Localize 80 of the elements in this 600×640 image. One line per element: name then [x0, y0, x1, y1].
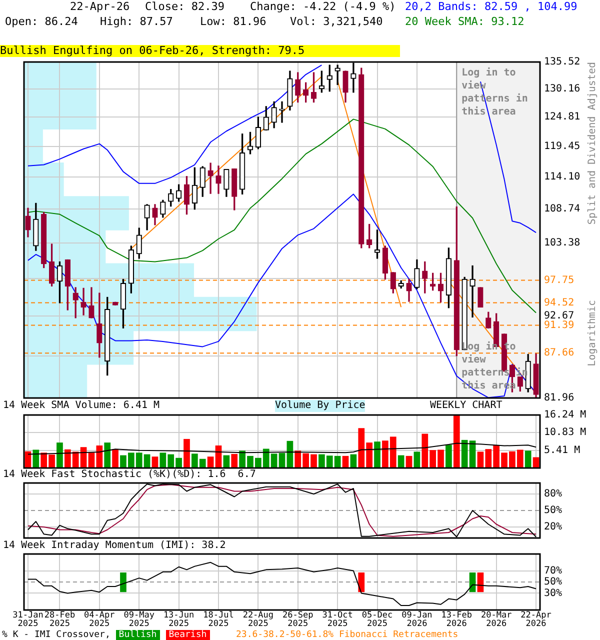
bar: [231, 454, 238, 468]
text: WEEKLY CHART: [430, 400, 502, 412]
y-tick-label: 130.16: [544, 84, 580, 95]
ref-line-label: 91.39: [544, 320, 574, 331]
chart-title: 14 Week Fast Stochastic (%K)(%D): 1.6 6.7: [3, 469, 256, 481]
ref-line-label: 94.52: [544, 297, 574, 308]
bar: [414, 452, 420, 468]
y-axis-title: Split and Dividend Adjusted: [587, 62, 599, 225]
bar: [374, 442, 380, 468]
text: 23.6-38.2-50-61.8% Fibonacci Retracements: [236, 629, 458, 640]
y-tick-label: 70%: [544, 565, 562, 576]
bar: [152, 456, 158, 468]
x-tick-label: 22-Aug 2025: [242, 610, 274, 629]
text: 20 Week SMA: 93.12: [405, 15, 524, 28]
candlestick: [80, 288, 86, 316]
bar: [350, 454, 357, 468]
x-tick-label: 05-Dec 2025: [362, 610, 393, 629]
y-tick-label: 30%: [544, 588, 562, 599]
y-tick-label: 119.45: [544, 140, 580, 152]
bar: [32, 450, 40, 468]
chart-title: 14 Week SMA Volume: 6.41 M: [3, 400, 160, 412]
x-tick-label: 28-Feb 2025: [44, 610, 76, 629]
chart-title: 14 Week Intraday Momentum (IMI): 38.2: [3, 540, 226, 552]
y-tick-label: 135.52: [544, 56, 580, 68]
bar: [278, 452, 286, 468]
x-tick-label: 13-Feb 2026: [441, 610, 472, 629]
bar: [453, 415, 460, 468]
candlestick: [208, 162, 214, 194]
y-tick-label: 5.41 M: [544, 444, 580, 456]
bar: [524, 450, 532, 468]
x-tick-label: 18-Jul 2025: [203, 610, 234, 629]
x-tick-label: 09-Jan 2026: [402, 610, 432, 629]
text: Bullish Engulfing on 06-Feb-26, Strength: 79.5: [0, 44, 400, 57]
text: Bullish: [116, 630, 160, 640]
x-tick-label: 09-May 2025: [124, 610, 154, 629]
ref-line-label: 87.66: [544, 348, 574, 359]
bar: [207, 456, 214, 468]
bar: [398, 455, 404, 468]
candlestick: [334, 64, 340, 85]
x-tick-label: 13-Jun 2025: [163, 610, 194, 629]
text: Open: 86.24: [5, 15, 78, 28]
text: Vol: 3,321,540: [290, 15, 383, 28]
text: 20,2 Bands: 82.59 , 104.99: [405, 0, 578, 13]
bar: [112, 449, 118, 468]
x-tick-label: 22-Apr 2026: [520, 610, 552, 629]
x-tick-label: 04-Apr 2025: [84, 610, 115, 629]
text: High: 87.57: [100, 15, 173, 28]
y-tick-label: 124.81: [544, 112, 580, 123]
y-tick-label: 108.74: [544, 204, 580, 215]
bar: [532, 457, 540, 468]
bar: [342, 456, 349, 468]
ref-line-label: 97.75: [544, 274, 574, 286]
y-tick-label: 80%: [544, 488, 562, 500]
y-tick-label: 16.24 M: [544, 410, 586, 421]
y-tick-label: 50%: [544, 505, 562, 516]
text: Change: -4.22 (-4.9 %): [250, 0, 396, 13]
y-tick-label: 92.67: [544, 310, 574, 322]
y-tick-label: 50%: [544, 576, 562, 588]
y-tick-label: 10.83 M: [544, 427, 586, 438]
y-tick-label: 81.96: [544, 392, 574, 404]
bar: [56, 442, 63, 468]
text: Volume By Price: [275, 400, 366, 412]
legend-title: % K - IMI Crossover,: [2, 630, 112, 640]
text: Bearish: [166, 630, 210, 640]
x-tick-label: 31-Jan 2025: [12, 610, 44, 629]
text: 22-Apr-26: [70, 0, 130, 13]
x-tick-label: 26-Sep 2025: [282, 610, 314, 629]
bar: [446, 444, 452, 468]
y-tick-label: 20%: [544, 522, 562, 533]
x-tick-label: 20-Mar 2026: [480, 610, 512, 629]
y-tick-label: 114.10: [544, 172, 580, 183]
y-tick-label: 103.38: [544, 237, 580, 248]
text: Low: 81.96: [200, 15, 266, 28]
x-tick-label: 31-Oct 2025: [322, 610, 353, 629]
text: Logarithmic: [587, 300, 599, 366]
candlestick: [470, 265, 476, 318]
bar: [184, 438, 190, 468]
bar: [104, 442, 111, 468]
text: Close: 82.39: [145, 0, 224, 13]
bar: [406, 456, 412, 468]
